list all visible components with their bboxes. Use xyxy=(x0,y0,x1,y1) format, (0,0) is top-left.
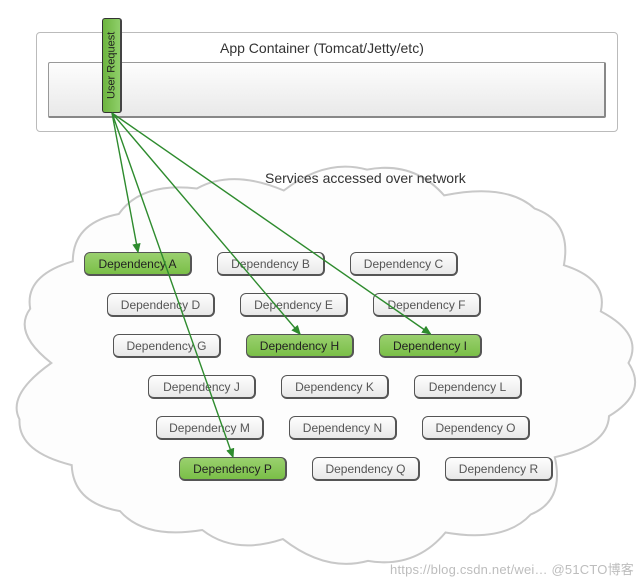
app-container-inner xyxy=(48,62,606,118)
dependency-node-h: Dependency H xyxy=(246,334,354,358)
dependency-node-c: Dependency C xyxy=(350,252,458,276)
dependency-node-q: Dependency Q xyxy=(312,457,420,481)
dependency-node-o: Dependency O xyxy=(422,416,530,440)
edge-to-p xyxy=(112,113,233,457)
dependency-node-i: Dependency I xyxy=(379,334,482,358)
watermark-text: https://blog.csdn.net/wei… @51CTO博客 xyxy=(390,559,634,578)
user-request-node: User Request xyxy=(102,18,122,113)
dependency-node-b: Dependency B xyxy=(217,252,325,276)
dependency-node-f: Dependency F xyxy=(373,293,481,317)
dependency-node-m: Dependency M xyxy=(156,416,264,440)
dependency-node-k: Dependency K xyxy=(281,375,389,399)
user-request-label: User Request xyxy=(106,32,118,99)
dependency-node-l: Dependency L xyxy=(414,375,522,399)
dependency-node-a: Dependency A xyxy=(84,252,192,276)
dependency-node-d: Dependency D xyxy=(107,293,215,317)
dependency-node-n: Dependency N xyxy=(289,416,397,440)
services-subtitle: Services accessed over network xyxy=(265,170,466,186)
dependency-node-j: Dependency J xyxy=(148,375,256,399)
dependency-node-p: Dependency P xyxy=(179,457,287,481)
dependency-node-g: Dependency G xyxy=(113,334,221,358)
edge-to-a xyxy=(112,113,138,252)
dependency-node-e: Dependency E xyxy=(240,293,348,317)
dependency-node-r: Dependency R xyxy=(445,457,553,481)
app-container-title: App Container (Tomcat/Jetty/etc) xyxy=(220,40,424,56)
